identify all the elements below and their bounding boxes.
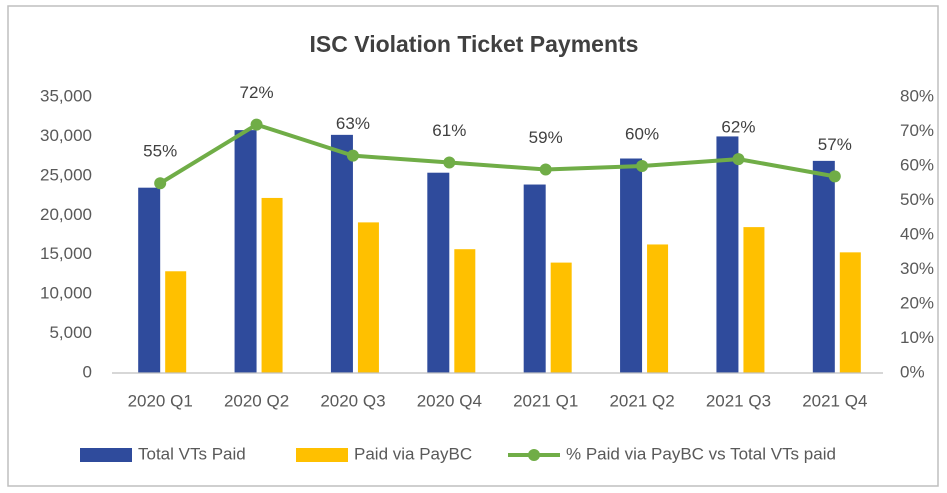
bar: [812, 160, 835, 373]
bar: [839, 252, 861, 373]
bar: [716, 136, 739, 373]
line-marker: [250, 118, 263, 131]
legend-label: % Paid via PayBC vs Total VTs paid: [566, 444, 836, 463]
y-tick-label: 25,000: [40, 165, 92, 184]
data-label: 55%: [143, 142, 177, 161]
line-marker: [828, 170, 841, 183]
bar: [138, 187, 161, 373]
legend-label: Total VTs Paid: [138, 444, 246, 463]
x-tick-label: 2020 Q2: [224, 391, 289, 410]
data-label: 60%: [625, 124, 659, 143]
y2-tick-label: 60%: [900, 155, 934, 174]
line-marker: [732, 153, 745, 166]
chart-title: ISC Violation Ticket Payments: [310, 31, 639, 57]
y-tick-label: 20,000: [40, 205, 92, 224]
y2-tick-label: 30%: [900, 259, 934, 278]
x-tick-label: 2020 Q4: [417, 391, 482, 410]
bar: [165, 271, 187, 373]
y-tick-label: 5,000: [49, 323, 92, 342]
x-tick-label: 2021 Q4: [802, 391, 867, 410]
line-marker: [636, 160, 649, 172]
data-label: 59%: [529, 128, 563, 147]
line-marker: [154, 177, 167, 190]
bar: [357, 222, 379, 373]
x-tick-label: 2020 Q3: [320, 391, 385, 410]
line-series: [159, 122, 836, 185]
data-label: 62%: [721, 118, 755, 137]
y2-tick-label: 40%: [900, 224, 934, 243]
bar: [523, 184, 546, 373]
y2-tick-label: 50%: [900, 190, 934, 209]
chart-border: [7, 5, 939, 487]
data-label: 61%: [432, 121, 466, 140]
legend-swatch-marker: [528, 449, 540, 461]
y-tick-label: 0: [83, 362, 92, 381]
y-tick-label: 15,000: [40, 244, 92, 263]
data-label: 72%: [240, 83, 274, 102]
line-marker: [443, 156, 456, 169]
bar: [234, 130, 257, 373]
data-label: 57%: [818, 135, 852, 154]
bar: [454, 249, 476, 373]
legend-swatch: [296, 448, 348, 462]
bar: [550, 262, 572, 373]
line-marker: [346, 149, 359, 162]
bar: [427, 172, 450, 373]
y2-tick-label: 20%: [900, 293, 934, 312]
legend-label: Paid via PayBC: [354, 444, 472, 463]
y-tick-label: 30,000: [40, 126, 92, 145]
bar: [647, 244, 669, 373]
bar: [330, 134, 353, 373]
bar: [620, 158, 643, 373]
x-tick-label: 2020 Q1: [128, 391, 193, 410]
bar: [261, 197, 283, 373]
data-label: 63%: [336, 114, 370, 133]
y-tick-label: 10,000: [40, 284, 92, 303]
legend-swatch: [80, 448, 132, 462]
y2-tick-label: 70%: [900, 121, 934, 140]
y2-tick-label: 80%: [900, 86, 934, 105]
x-tick-label: 2021 Q1: [513, 391, 578, 410]
line-marker: [539, 163, 552, 176]
y2-tick-label: 10%: [900, 328, 934, 347]
x-tick-label: 2021 Q2: [609, 391, 674, 410]
x-tick-label: 2021 Q3: [706, 391, 771, 410]
y2-tick-label: 0%: [900, 362, 925, 381]
y-tick-label: 35,000: [40, 86, 92, 105]
bar: [743, 227, 765, 373]
